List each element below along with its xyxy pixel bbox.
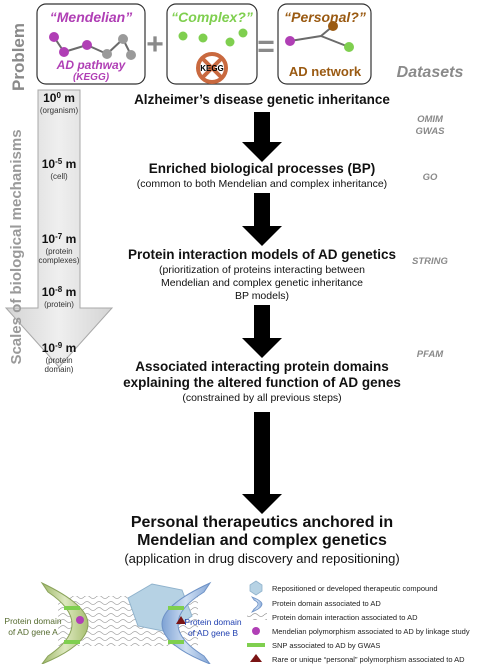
node-gray bbox=[102, 49, 112, 59]
flow-arrow bbox=[242, 412, 282, 514]
dataset-label: GO bbox=[423, 172, 438, 183]
scale-markers: 100 m(organism)10-5 m(cell)10-7 m(protei… bbox=[39, 91, 80, 375]
complex-box: “Complex?” KEGG bbox=[166, 3, 258, 85]
scale-value: 10-7 m bbox=[42, 232, 77, 247]
plus-operator: + bbox=[146, 28, 164, 61]
pipeline-steps: Alzheimer’s disease genetic inheritance E… bbox=[123, 92, 401, 514]
node-green bbox=[238, 28, 248, 38]
domain-b-label-2: of AD gene B bbox=[188, 628, 238, 638]
domain-a-label-2: of AD gene A bbox=[8, 627, 58, 637]
final-outcome: Personal therapeutics anchored in Mendel… bbox=[124, 514, 399, 566]
scale-desc: domain) bbox=[45, 365, 74, 374]
flow-arrow bbox=[242, 112, 282, 162]
flow-arrow bbox=[242, 193, 282, 246]
dataset-label: GWAS bbox=[415, 126, 445, 137]
mendelian-dot bbox=[76, 616, 84, 624]
step-text: explaining the altered function of AD ge… bbox=[123, 375, 401, 390]
domain-illustration: Protein domain of AD gene A Protein doma… bbox=[4, 581, 242, 664]
node-gray bbox=[118, 34, 128, 44]
node-green bbox=[178, 31, 188, 41]
complex-title: “Complex?” bbox=[171, 9, 253, 25]
scale-desc: (protein bbox=[45, 356, 72, 365]
scale-desc: (protein) bbox=[44, 300, 74, 309]
dataset-label: OMIM bbox=[417, 114, 444, 125]
step-text: (common to both Mendelian and complex in… bbox=[137, 178, 387, 190]
equals-operator: = bbox=[257, 30, 275, 63]
legend-text-0: Repositioned or developed therapeutic co… bbox=[272, 584, 438, 593]
step-text: (constrained by all previous steps) bbox=[182, 392, 341, 404]
red-triangle-icon bbox=[250, 654, 262, 662]
dataset-label: STRING bbox=[412, 256, 449, 267]
mendelian-title: “Mendelian” bbox=[50, 9, 132, 25]
hexagon-icon bbox=[249, 580, 263, 596]
protein-domain-icon bbox=[250, 596, 263, 613]
domain-b-label-1: Protein domain bbox=[184, 617, 241, 627]
final-line1: Personal therapeutics anchored in bbox=[131, 514, 393, 531]
snp-bar bbox=[64, 606, 80, 610]
scale-desc: (cell) bbox=[50, 172, 68, 181]
snp-bar bbox=[168, 640, 184, 644]
mendelian-box: “Mendelian” AD pathway (KEGG) bbox=[36, 3, 146, 85]
mendelian-line1: AD pathway bbox=[56, 58, 127, 72]
personal-triangle bbox=[176, 616, 186, 624]
dataset-label: PFAM bbox=[417, 349, 444, 360]
snp-bar bbox=[168, 606, 184, 610]
personal-line1: AD network bbox=[289, 64, 362, 79]
step-text: (prioritization of proteins interacting … bbox=[159, 264, 365, 276]
datasets-label: Datasets bbox=[397, 64, 464, 81]
step-text: Associated interacting protein domains bbox=[135, 359, 389, 374]
step-text: Protein interaction models of AD genetic… bbox=[128, 247, 396, 262]
node-green bbox=[344, 42, 354, 52]
personal-box: “Personal?” AD network bbox=[277, 3, 372, 85]
scale-arrow bbox=[4, 89, 114, 368]
legend-text-1: Protein domain associated to AD bbox=[272, 599, 381, 608]
final-line3: (application in drug discovery and repos… bbox=[124, 551, 399, 566]
node-purple bbox=[49, 32, 59, 42]
side-label: Scales of biological mechanisms bbox=[8, 129, 25, 364]
step-text: BP models) bbox=[235, 290, 289, 302]
mendelian-line2: (KEGG) bbox=[73, 72, 110, 83]
scale-marker: 100 m(organism) bbox=[40, 91, 79, 116]
node-brown bbox=[328, 21, 338, 31]
node-green bbox=[225, 37, 235, 47]
legend-text-2: Protein domain interaction associated to… bbox=[272, 613, 418, 622]
flow-arrow bbox=[242, 305, 282, 358]
step-text: Enriched biological processes (BP) bbox=[149, 161, 376, 176]
purple-circle-icon bbox=[252, 627, 260, 635]
kegg-badge-label: KEGG bbox=[200, 64, 224, 73]
step-text: Mendelian and complex genetic inheritanc… bbox=[161, 277, 363, 289]
final-line2: Mendelian and complex genetics bbox=[137, 532, 387, 549]
node-purple bbox=[59, 47, 69, 57]
snp-bar bbox=[64, 640, 80, 644]
scale-value: 10-8 m bbox=[42, 285, 77, 300]
domain-a-label-1: Protein domain bbox=[4, 616, 61, 626]
legend-text-4: SNP associated to AD by GWAS bbox=[272, 641, 380, 650]
step-text: Alzheimer’s disease genetic inheritance bbox=[134, 92, 390, 107]
wavy-lines-icon bbox=[247, 613, 267, 620]
scale-value: 10-9 m bbox=[42, 341, 77, 356]
scale-value: 10-5 m bbox=[42, 157, 77, 172]
scale-value: 100 m bbox=[43, 91, 75, 106]
node-gray bbox=[126, 50, 136, 60]
legend-text-5: Rare or unique “personal” polymorphism a… bbox=[272, 655, 465, 664]
personal-title: “Personal?” bbox=[284, 9, 366, 25]
scale-marker: 10-5 m(cell) bbox=[42, 157, 77, 182]
legend: Repositioned or developed therapeutic co… bbox=[247, 580, 470, 650]
node-purple bbox=[82, 40, 92, 50]
node-purple bbox=[285, 36, 295, 46]
scale-desc: (protein bbox=[45, 247, 72, 256]
scale-desc: complexes) bbox=[39, 256, 80, 265]
problem-label: Problem bbox=[9, 23, 28, 91]
scale-desc: (organism) bbox=[40, 106, 79, 115]
node-green bbox=[198, 33, 208, 43]
green-bar-icon bbox=[247, 643, 265, 647]
scale-marker: 10-8 m(protein) bbox=[42, 285, 77, 310]
legend-text-3: Mendelian polymorphism associated to AD … bbox=[272, 627, 470, 636]
kegg-crossed-icon: KEGG bbox=[196, 52, 228, 84]
